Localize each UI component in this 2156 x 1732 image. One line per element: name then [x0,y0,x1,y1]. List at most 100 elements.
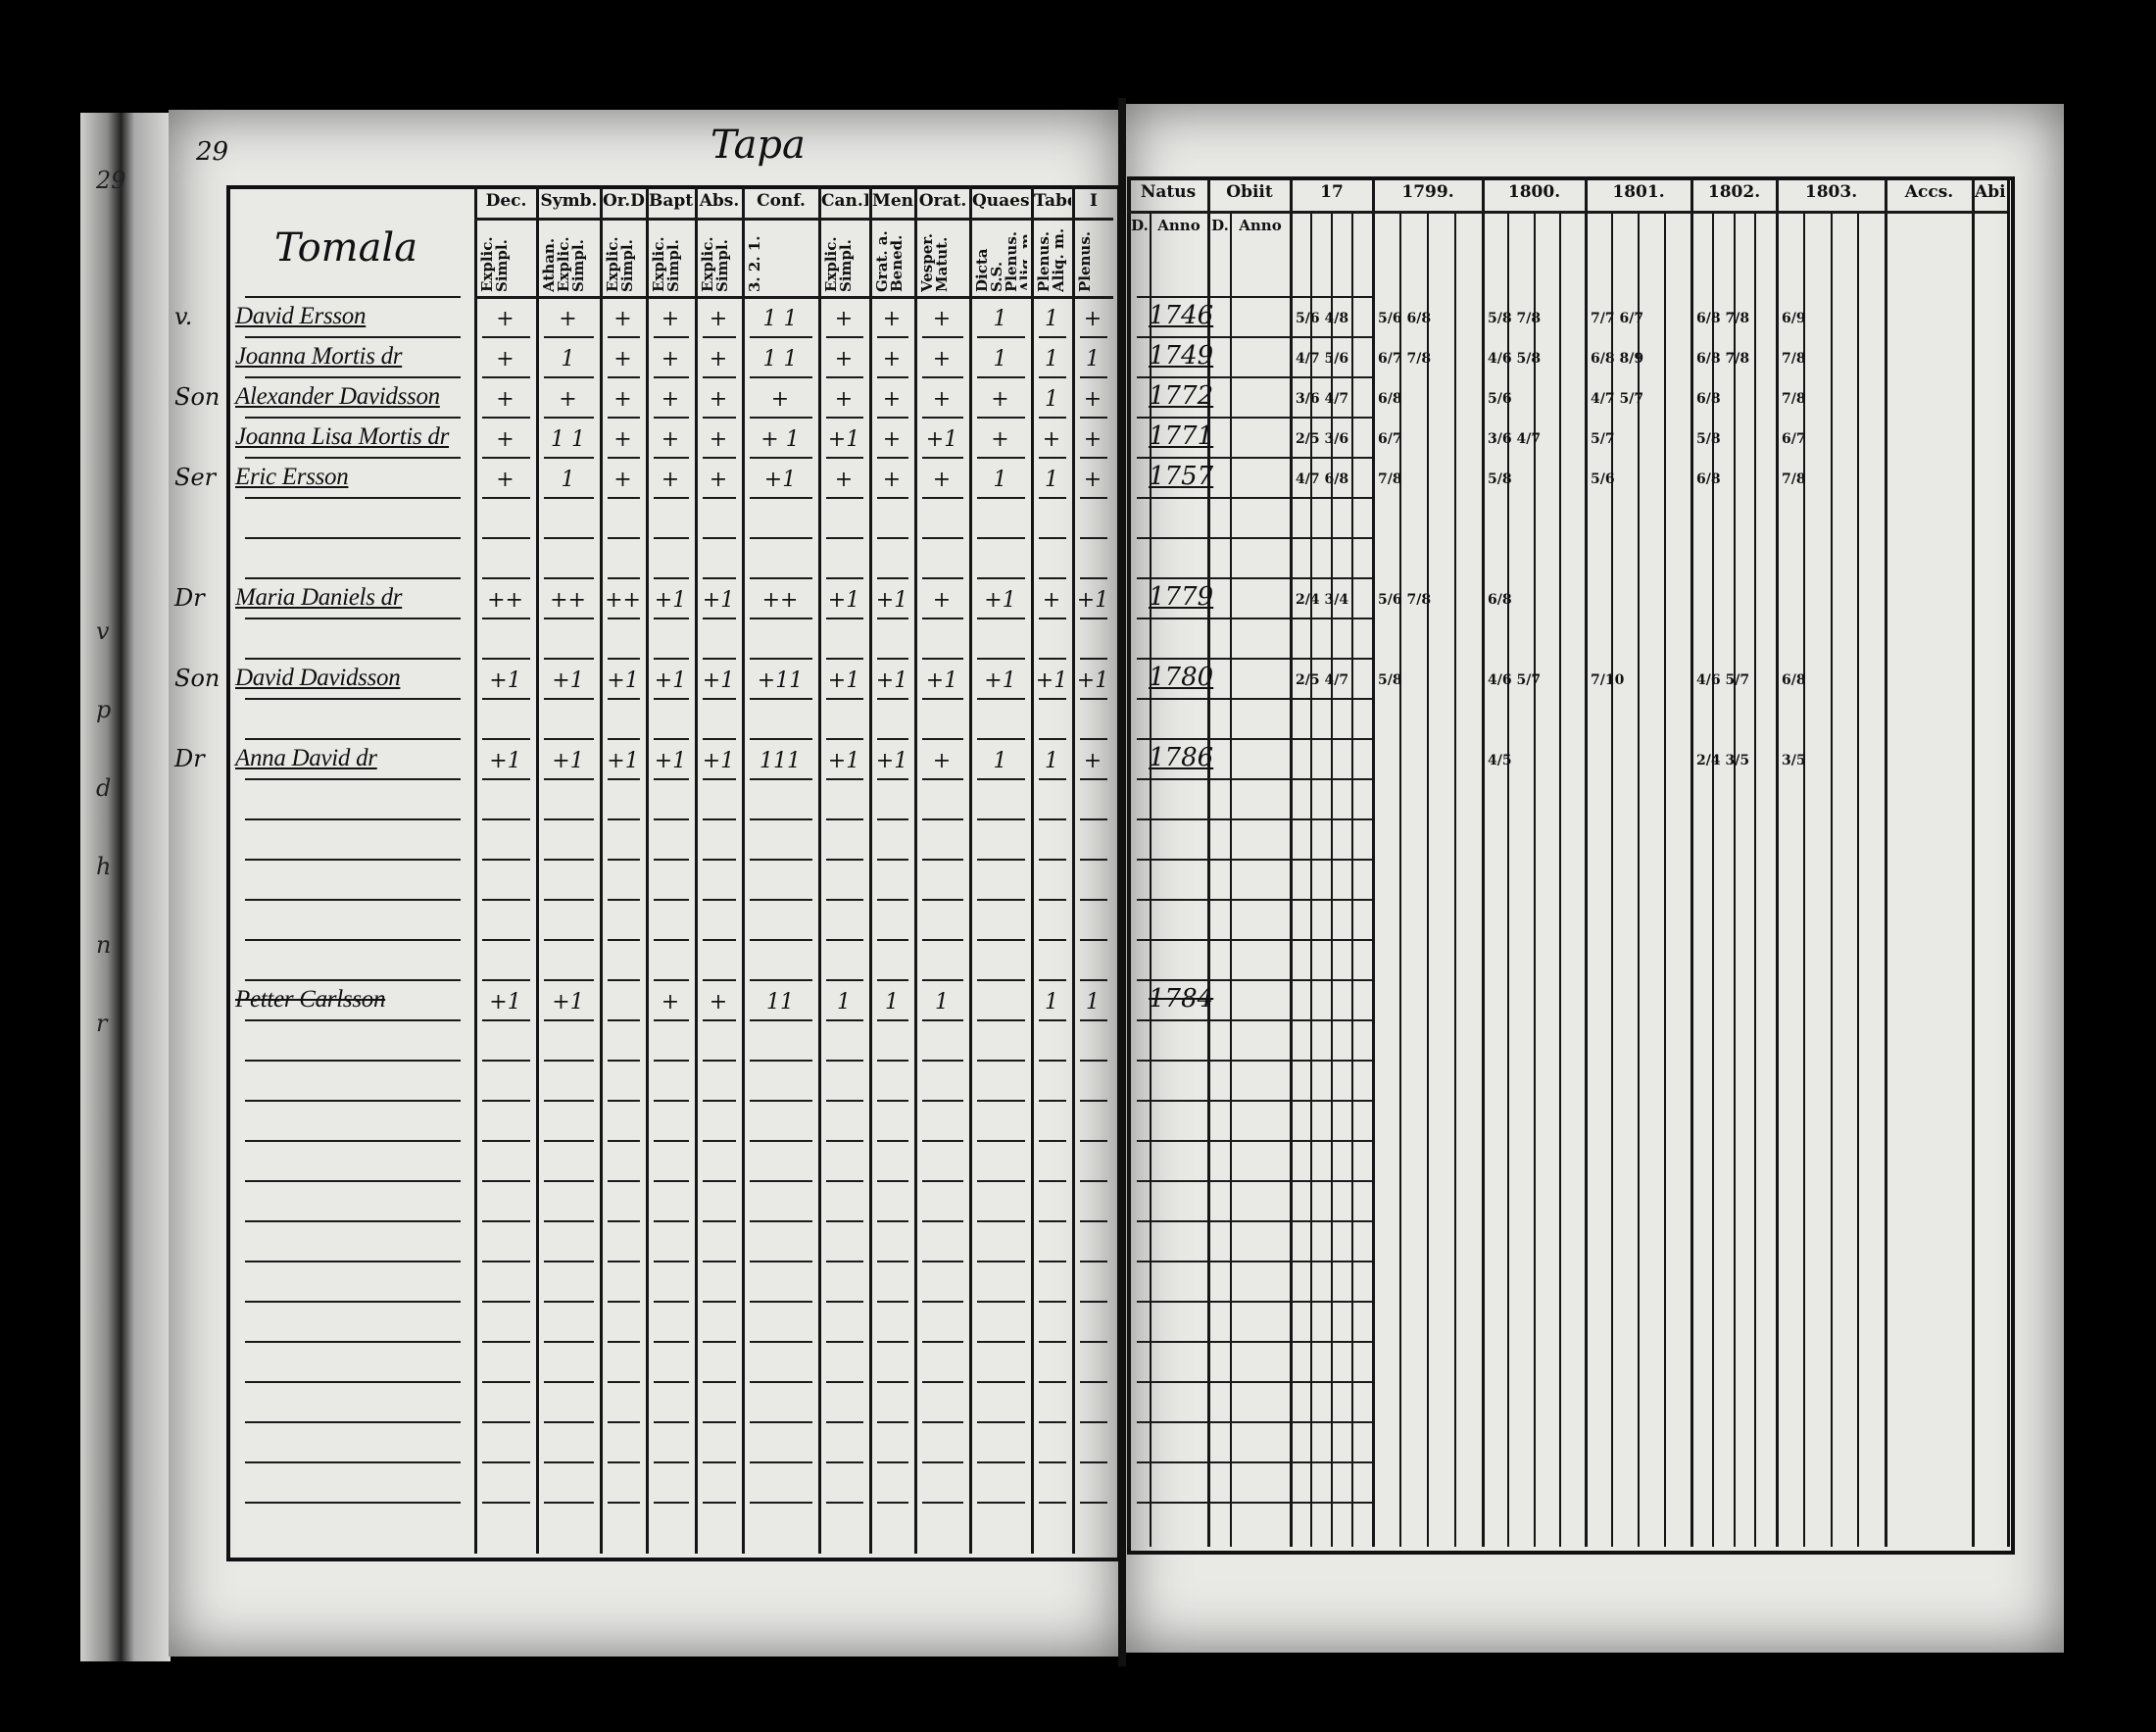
ruled-line [608,979,640,981]
yearly-progress-mark: 4/5 [1488,753,1512,768]
ruled-line [977,336,1025,338]
ruled-line [750,1019,812,1021]
examination-mark: +1 [552,668,584,693]
examination-mark: +1 [489,990,521,1014]
ruled-line [1080,1341,1107,1343]
ruled-line [544,658,594,660]
ruled-line [703,738,736,740]
examination-mark: +1 [984,588,1016,613]
entry-prefix: Dr [174,745,205,772]
ruled-line [703,1100,736,1102]
ruled-line [750,457,812,459]
ruled-line [245,618,461,619]
column-header: 1800. [1507,182,1561,202]
examination-mark: 1 [837,990,851,1014]
examination-mark: +11 [757,668,804,693]
examination-mark: 1 [1045,749,1058,773]
birth-year: 1757 [1149,462,1214,491]
ruled-line [482,457,530,459]
ruled-line [1137,859,1372,861]
ruled-line [245,497,461,499]
examination-mark: + [932,307,952,331]
ruled-line [544,1341,594,1343]
ruled-line [1080,1461,1107,1463]
ruled-line [1137,899,1372,901]
ruled-line [1137,1180,1372,1182]
catechetical-register-right [1127,176,2015,1555]
examination-mark: +1 [489,749,521,773]
ruled-line [703,577,736,579]
ruled-line [977,296,1025,298]
ruled-line [608,1060,640,1062]
ruled-line [544,1100,594,1102]
ruled-line [482,778,530,780]
ruled-line [654,1060,689,1062]
ruled-line [654,738,689,740]
yearly-progress-mark: 6/9 [1782,311,1806,326]
ruled-line [1039,1100,1066,1102]
examination-mark: +1 [763,468,797,492]
ruled-line [750,1381,812,1383]
ruled-line [1080,1381,1107,1383]
examination-mark: + [991,387,1009,412]
ruled-line [482,296,530,298]
ruled-line [703,658,736,660]
ruled-line [977,1220,1025,1222]
yearly-progress-mark: 6/8 [1378,391,1402,407]
examination-mark: + [1042,588,1061,613]
examination-mark: + [1083,749,1102,773]
ruled-line [245,457,461,459]
ruled-line [877,1060,908,1062]
ruled-line [1137,1502,1372,1504]
column-subheader: Athan. Explic. Simpl. [542,236,587,292]
ruled-line [1137,1019,1372,1021]
examination-mark: + [932,468,952,492]
column-header: 1802. [1707,182,1761,202]
ruled-line [482,1019,530,1021]
ruled-line [826,658,863,660]
column-divider [646,185,649,1554]
ruled-line [922,1060,963,1062]
column-header: 17 [1320,182,1344,202]
ruled-line [750,417,812,419]
examination-mark: + [1042,427,1061,452]
examination-mark: + [559,307,577,331]
yearly-progress-mark: 5/6 [1591,471,1615,487]
column-header: 1799. [1401,182,1454,202]
left-page [169,110,1121,1657]
ruled-line [977,618,1025,619]
ruled-line [1039,537,1066,539]
ruled-line [922,738,963,740]
ruled-line [826,738,863,740]
subcolumn-divider [1558,211,1561,1547]
examination-mark: + [709,307,728,331]
column-divider [600,185,603,1554]
ruled-line [245,1220,461,1222]
ruled-line [1137,618,1372,619]
ruled-line [608,1461,640,1463]
ruled-line [826,778,863,780]
examination-mark: ++ [550,588,586,613]
ruled-line [1080,376,1107,378]
examination-mark: + [932,588,952,613]
ruled-line [877,336,908,338]
column-divider [1372,176,1375,1547]
ruled-line [977,658,1025,660]
subcolumn-divider [1230,211,1232,1547]
subcolumn-divider [1331,211,1333,1547]
ruled-line [703,1461,736,1463]
margin-note: p [96,696,112,723]
ruled-line [977,738,1025,740]
ruled-line [654,698,689,700]
ruled-line [544,939,594,941]
ruled-line [1039,738,1066,740]
ruled-line [245,1261,461,1262]
column-divider [1207,176,1210,1547]
ruled-line [544,1301,594,1303]
ruled-line [703,698,736,700]
examination-mark: + [709,387,728,412]
ruled-line [877,1341,908,1343]
column-divider [2007,176,2010,1547]
ruled-line [977,979,1025,981]
ruled-line [245,1461,461,1463]
